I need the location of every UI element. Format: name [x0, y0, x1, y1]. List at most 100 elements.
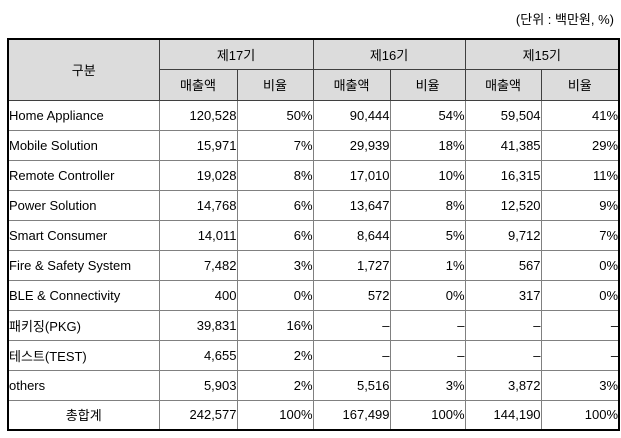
cell-value: 100% [236, 399, 314, 431]
table-row: Home Appliance 120,528 50% 90,444 54% 59,504 4… [7, 99, 620, 131]
cell-value: 12,520 [464, 189, 542, 221]
cell-value: 2% [236, 369, 314, 401]
table-row: 패키징(PKG) 39,831 16% – – – – [7, 309, 620, 341]
cell-value: – [389, 339, 466, 371]
revenue-table: 구분 제17기 제16기 제15기 매출액 비율 매출액 비율 매출액 비율 H… [7, 38, 621, 431]
cell-value: 41% [540, 99, 620, 131]
cell-value: 16% [236, 309, 314, 341]
cell-value: 8% [389, 189, 466, 221]
period-header-15: 제15기 [464, 38, 620, 70]
cell-value: 50% [236, 99, 314, 131]
subheader-revenue-15: 매출액 [464, 68, 542, 101]
cell-value: 8,644 [312, 219, 391, 251]
sub-header-row: 매출액 비율 매출액 비율 매출액 비율 [8, 68, 620, 101]
cell-value: 100% [389, 399, 466, 431]
period-header-16: 제16기 [312, 38, 466, 70]
cell-value: 6% [236, 219, 314, 251]
cell-value: 16,315 [464, 159, 542, 191]
table-row: Remote Controller 19,028 8% 17,010 10% 16,315… [7, 159, 620, 191]
row-label: Power Solution [7, 189, 160, 221]
cell-value: – [312, 339, 391, 371]
cell-value: 90,444 [312, 99, 391, 131]
cell-value: 5% [389, 219, 466, 251]
cell-value: 54% [389, 99, 466, 131]
table-row: BLE & Connectivity 400 0% 572 0% 317 0% [7, 279, 620, 311]
total-row: 총합계 242,577 100% 167,499 100% 144,190 100% [7, 399, 620, 431]
cell-value: 3% [389, 369, 466, 401]
cell-value: 17,010 [312, 159, 391, 191]
row-label: Smart Consumer [7, 219, 160, 251]
unit-label: (단위 : 백만원, %) [515, 12, 614, 27]
cell-value: 29,939 [312, 129, 391, 161]
cell-value: 3% [540, 369, 620, 401]
table-row: Fire & Safety System 7,482 3% 1,727 1% 567 0% [7, 249, 620, 281]
cell-value: 18% [389, 129, 466, 161]
cell-value: 0% [236, 279, 314, 311]
cell-value: 13,647 [312, 189, 391, 221]
column-header-category: 구분 [7, 38, 160, 101]
subheader-revenue-16: 매출액 [312, 68, 391, 101]
subheader-ratio-16: 비율 [389, 68, 466, 101]
row-label: BLE & Connectivity [7, 279, 160, 311]
row-label: Mobile Solution [7, 129, 160, 161]
cell-value: 5,903 [158, 369, 238, 401]
table-body: Home Appliance 120,528 50% 90,444 54% 59,504 4… [7, 99, 620, 431]
cell-value: 14,768 [158, 189, 238, 221]
cell-value: 1,727 [312, 249, 391, 281]
cell-value: 3% [236, 249, 314, 281]
table-row: 테스트(TEST) 4,655 2% – – – – [7, 339, 620, 371]
cell-value: 3,872 [464, 369, 542, 401]
cell-value: 0% [540, 249, 620, 281]
cell-value: 4,655 [158, 339, 238, 371]
cell-value: 572 [312, 279, 391, 311]
cell-value: 11% [540, 159, 620, 191]
cell-value: 6% [236, 189, 314, 221]
cell-value: 100% [540, 399, 620, 431]
cell-value: 242,577 [158, 399, 238, 431]
row-label: 테스트(TEST) [7, 339, 160, 371]
subheader-ratio-17: 비율 [236, 68, 314, 101]
cell-value: 15,971 [158, 129, 238, 161]
table-row: Mobile Solution 15,971 7% 29,939 18% 41,385 29… [7, 129, 620, 161]
cell-value: 59,504 [464, 99, 542, 131]
cell-value: – [389, 309, 466, 341]
cell-value: 9% [540, 189, 620, 221]
cell-value: 7% [236, 129, 314, 161]
cell-value: – [540, 309, 620, 341]
row-label: Home Appliance [7, 99, 160, 131]
cell-value: 7,482 [158, 249, 238, 281]
cell-value: – [464, 309, 542, 341]
cell-value: 39,831 [158, 309, 238, 341]
row-label: 총합계 [7, 399, 160, 431]
cell-value: 567 [464, 249, 542, 281]
cell-value: 14,011 [158, 219, 238, 251]
table-header: 구분 제17기 제16기 제15기 매출액 비율 매출액 비율 매출액 비율 [7, 38, 620, 101]
cell-value: 120,528 [158, 99, 238, 131]
row-label: Remote Controller [7, 159, 160, 191]
cell-value: 144,190 [464, 399, 542, 431]
table-row: Power Solution 14,768 6% 13,647 8% 12,520 9% [7, 189, 620, 221]
cell-value: 1% [389, 249, 466, 281]
cell-value: 400 [158, 279, 238, 311]
cell-value: 5,516 [312, 369, 391, 401]
cell-value: – [540, 339, 620, 371]
subheader-ratio-15: 비율 [540, 68, 620, 101]
cell-value: 29% [540, 129, 620, 161]
row-label: Fire & Safety System [7, 249, 160, 281]
cell-value: – [312, 309, 391, 341]
table-row: others 5,903 2% 5,516 3% 3,872 3% [7, 369, 620, 401]
cell-value: 0% [389, 279, 466, 311]
table-row: Smart Consumer 14,011 6% 8,644 5% 9,712 7% [7, 219, 620, 251]
cell-value: 7% [540, 219, 620, 251]
cell-value: 10% [389, 159, 466, 191]
cell-value: 167,499 [312, 399, 391, 431]
subheader-revenue-17: 매출액 [158, 68, 238, 101]
cell-value: 9,712 [464, 219, 542, 251]
cell-value: 0% [540, 279, 620, 311]
cell-value: 19,028 [158, 159, 238, 191]
row-label: others [7, 369, 160, 401]
cell-value: 8% [236, 159, 314, 191]
cell-value: 317 [464, 279, 542, 311]
row-label: 패키징(PKG) [7, 309, 160, 341]
cell-value: 41,385 [464, 129, 542, 161]
